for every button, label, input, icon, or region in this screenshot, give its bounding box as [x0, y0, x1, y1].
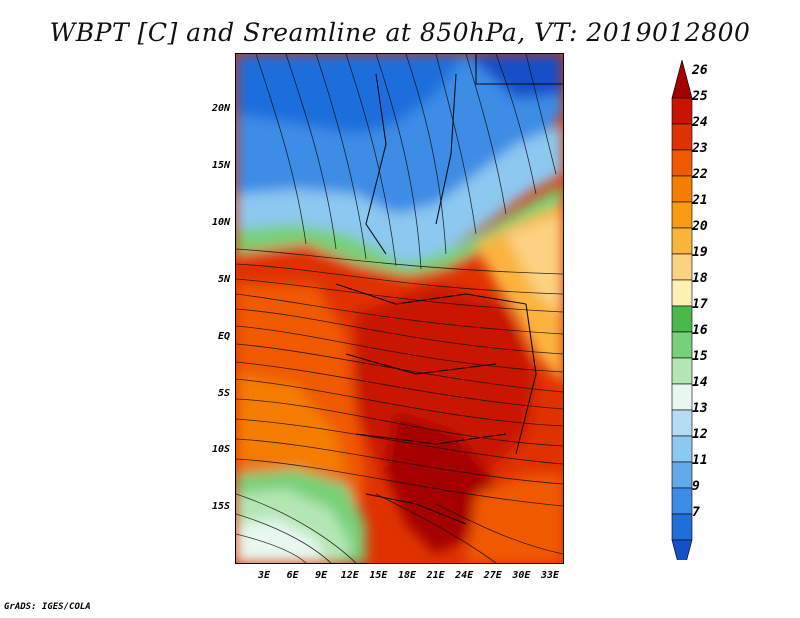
lat-tick-label: 15N: [211, 160, 230, 171]
colorbar-segment: [671, 357, 693, 385]
lon-tick-label: 27E: [483, 570, 502, 581]
lon-tick-label: 18E: [397, 570, 417, 581]
lon-tick-label: 30E: [512, 570, 531, 581]
colorbar-segment: [671, 513, 693, 541]
colorbar-label: 14: [692, 375, 708, 390]
grads-credit: GrADS: IGES/COLA: [4, 602, 91, 612]
colorbar-segment: [671, 149, 693, 177]
lon-tick-label: 24E: [455, 570, 474, 581]
colorbar-label: 13: [692, 401, 708, 416]
colorbar-segment: [671, 201, 693, 229]
colorbar-label: 18: [692, 271, 708, 286]
colorbar-label: 19: [692, 245, 708, 260]
colorbar-label: 9: [692, 479, 700, 494]
colorbar-segment: [671, 461, 693, 489]
colorbar-label: 11: [692, 453, 708, 468]
wbpt-field: [236, 54, 563, 563]
colorbar-segment: [671, 383, 693, 411]
colorbar-label: 15: [692, 349, 708, 364]
colorbar-segment: [671, 331, 693, 359]
colorbar-label: 24: [692, 115, 708, 130]
colorbar-segment: [671, 253, 693, 281]
lon-tick-label: 3E: [257, 570, 271, 581]
colorbar-segment: [671, 227, 693, 255]
colorbar-segment: [671, 487, 693, 515]
map-title: WBPT [C] and Sreamline at 850hPa, VT: 20…: [49, 18, 751, 47]
colorbar-label: 21: [692, 193, 708, 208]
colorbar-label: 12: [692, 427, 708, 442]
colorbar-label: 20: [692, 219, 708, 234]
lat-tick-label: 5S: [217, 388, 230, 399]
colorbar-segment: [671, 409, 693, 437]
lon-tick-label: 6E: [286, 570, 299, 581]
colorbar-label: 25: [692, 89, 708, 104]
lon-tick-label: 15E: [369, 570, 388, 581]
colorbar-label: 7: [692, 505, 700, 520]
map-panel: [235, 53, 564, 564]
lat-tick-label: 20N: [211, 103, 230, 114]
colorbar-segment: [671, 279, 693, 307]
lat-tick-label: 10N: [211, 217, 230, 228]
lat-tick-label: 15S: [211, 501, 230, 512]
colorbar-label: 23: [692, 141, 708, 156]
colorbar-segment: [671, 305, 693, 333]
lon-tick-label: 33E: [540, 570, 560, 581]
colorbar-segment: [671, 435, 693, 463]
lat-tick-label: EQ: [217, 331, 230, 342]
lat-tick-label: 10S: [211, 444, 230, 455]
lon-tick-label: 21E: [426, 570, 445, 581]
colorbar-segment: [671, 539, 693, 560]
colorbar-segment: [671, 60, 693, 99]
colorbar-label: 16: [692, 323, 708, 338]
colorbar-label: 22: [692, 167, 708, 182]
lon-tick-label: 12E: [340, 570, 359, 581]
lon-tick-label: 9E: [315, 570, 328, 581]
colorbar-label: 17: [692, 297, 708, 312]
colorbar-segment: [671, 123, 693, 151]
colorbar-segment: [671, 97, 693, 125]
colorbar-label: 26: [692, 63, 708, 78]
colorbar-segment: [671, 175, 693, 203]
lat-tick-label: 5N: [217, 274, 230, 285]
colorbar: [671, 60, 693, 560]
